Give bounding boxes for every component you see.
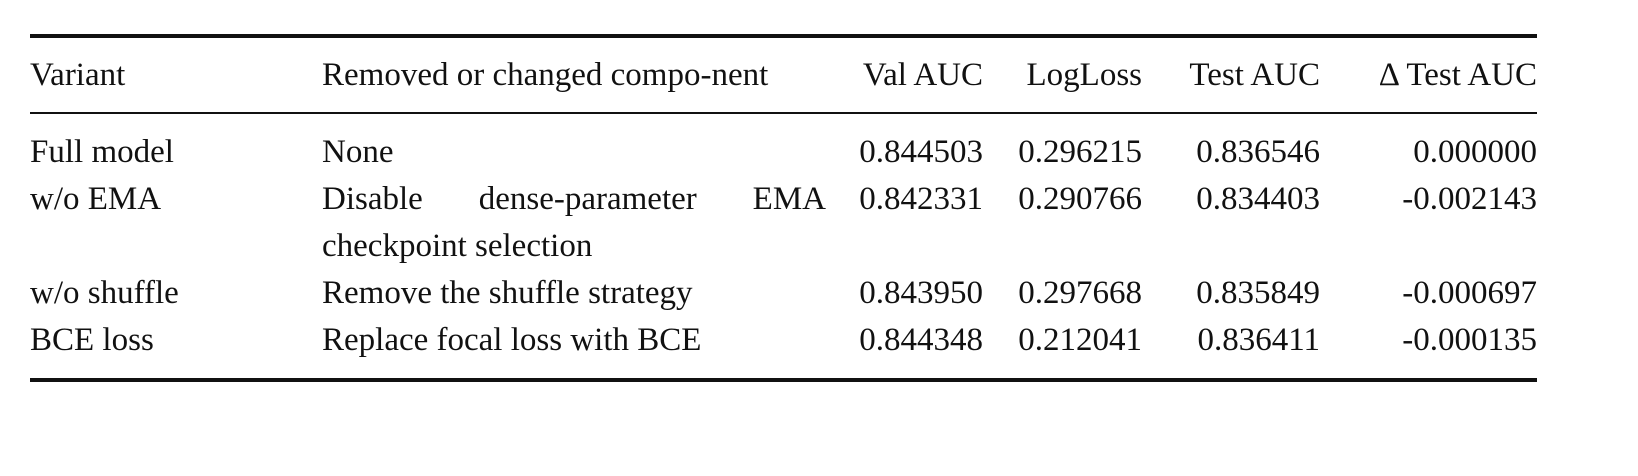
table-cell: 0.000000 — [1413, 134, 1537, 170]
table-cell: 0.834403 — [1196, 181, 1320, 217]
table-cell: 0.842331 — [859, 181, 983, 217]
table-cell: Full model — [30, 134, 174, 170]
table-row: BCE loss Replace focal loss with BCE 0.844… — [30, 317, 1537, 380]
table-cell: -0.002143 — [1402, 181, 1537, 217]
table-cell: 0.836411 — [1197, 322, 1320, 358]
table-cell: 0.290766 — [1018, 181, 1142, 217]
header-cell: Val AUC — [838, 36, 983, 114]
table-head: Variant Removed or changed compo-nent Val … — [30, 36, 1537, 114]
header-row: Variant Removed or changed compo-nent Val … — [30, 36, 1537, 114]
results-table: Variant Removed or changed compo-nent Val … — [30, 34, 1537, 382]
table-row: w/o EMA Disable dense-parameter EMA check… — [30, 176, 1537, 270]
table-cell: 0.297668 — [1018, 275, 1142, 311]
table-cell: 0.296215 — [1018, 134, 1142, 170]
table-cell: Replace focal loss with BCE — [322, 322, 702, 358]
table-cell: 0.843950 — [859, 275, 983, 311]
header-cell: Variant — [30, 36, 322, 114]
header-cell: Δ Test AUC — [1320, 36, 1537, 114]
table-cell: -0.000135 — [1402, 322, 1537, 358]
table-body: Full model None 0.844503 0.296215 0.836546 0.… — [30, 113, 1537, 380]
table-cell: 0.836546 — [1196, 134, 1320, 170]
table-cell: None — [322, 134, 394, 170]
header-cell: LogLoss — [983, 36, 1142, 114]
table-row: Full model None 0.844503 0.296215 0.836546 0.… — [30, 113, 1537, 176]
table-cell: BCE loss — [30, 322, 154, 358]
header-cell: Removed or changed compo-nent — [322, 36, 838, 114]
table-row: w/o shuffle Remove the shuffle strategy 0.… — [30, 270, 1537, 317]
header-cell: Test AUC — [1142, 36, 1320, 114]
table-cell: Remove the shuffle strategy — [322, 275, 693, 311]
table-cell: 0.844503 — [859, 134, 983, 170]
table-cell: 0.835849 — [1196, 275, 1320, 311]
table-cell: 0.212041 — [1018, 322, 1142, 358]
table-cell: w/o shuffle — [30, 275, 179, 311]
table-cell: -0.000697 — [1402, 275, 1537, 311]
table-cell: 0.844348 — [859, 322, 983, 358]
table-cell: w/o EMA — [30, 181, 162, 217]
table-cell: Disable dense-parameter EMA checkpoint s… — [322, 181, 826, 264]
